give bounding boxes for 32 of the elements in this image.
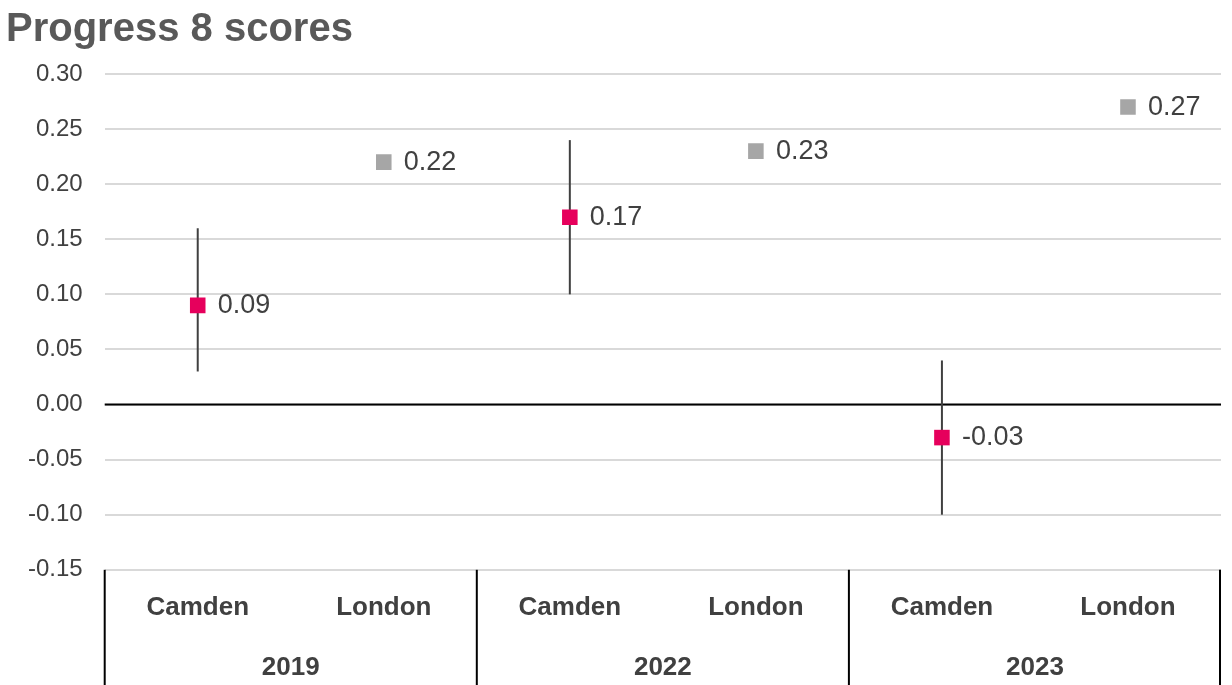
- data-label: 0.17: [589, 200, 643, 231]
- x-tick-label: London: [708, 590, 804, 621]
- point: [934, 429, 950, 446]
- text: 2023: [1006, 651, 1064, 682]
- x-tick-label: London: [336, 590, 432, 621]
- point: [1120, 99, 1136, 115]
- point: [189, 297, 206, 314]
- data-label: 0.22: [403, 145, 457, 176]
- x-tick-label: Camden: [518, 590, 622, 621]
- x-tick-label: Camden: [890, 590, 994, 621]
- data-label: -0.03: [961, 421, 1024, 452]
- point: [748, 143, 764, 159]
- y-tick-label: -0.10: [28, 499, 83, 527]
- point: [562, 209, 578, 226]
- y-tick-label: 0.05: [35, 334, 83, 362]
- data-label: 0.23: [775, 134, 829, 165]
- y-tick-label: 0.30: [35, 58, 83, 86]
- point: [376, 154, 392, 170]
- y-tick-label: -0.15: [28, 554, 83, 582]
- y-tick-label: 0.10: [35, 278, 83, 306]
- data-label: 0.09: [217, 288, 271, 319]
- data-label: 0.27: [1147, 90, 1201, 121]
- y-tick-label: 0.25: [35, 113, 83, 141]
- x-tick-label: Camden: [146, 590, 250, 621]
- y-tick-label: 0.00: [35, 389, 83, 417]
- y-tick-label: -0.05: [28, 444, 83, 472]
- text: 2022: [633, 651, 692, 682]
- text: 2019: [261, 651, 320, 682]
- chart-title: Progress 8 scores: [6, 5, 353, 50]
- x-tick-label: London: [1080, 590, 1176, 621]
- y-tick-label: 0.20: [35, 168, 83, 196]
- y-tick-label: 0.15: [35, 223, 83, 251]
